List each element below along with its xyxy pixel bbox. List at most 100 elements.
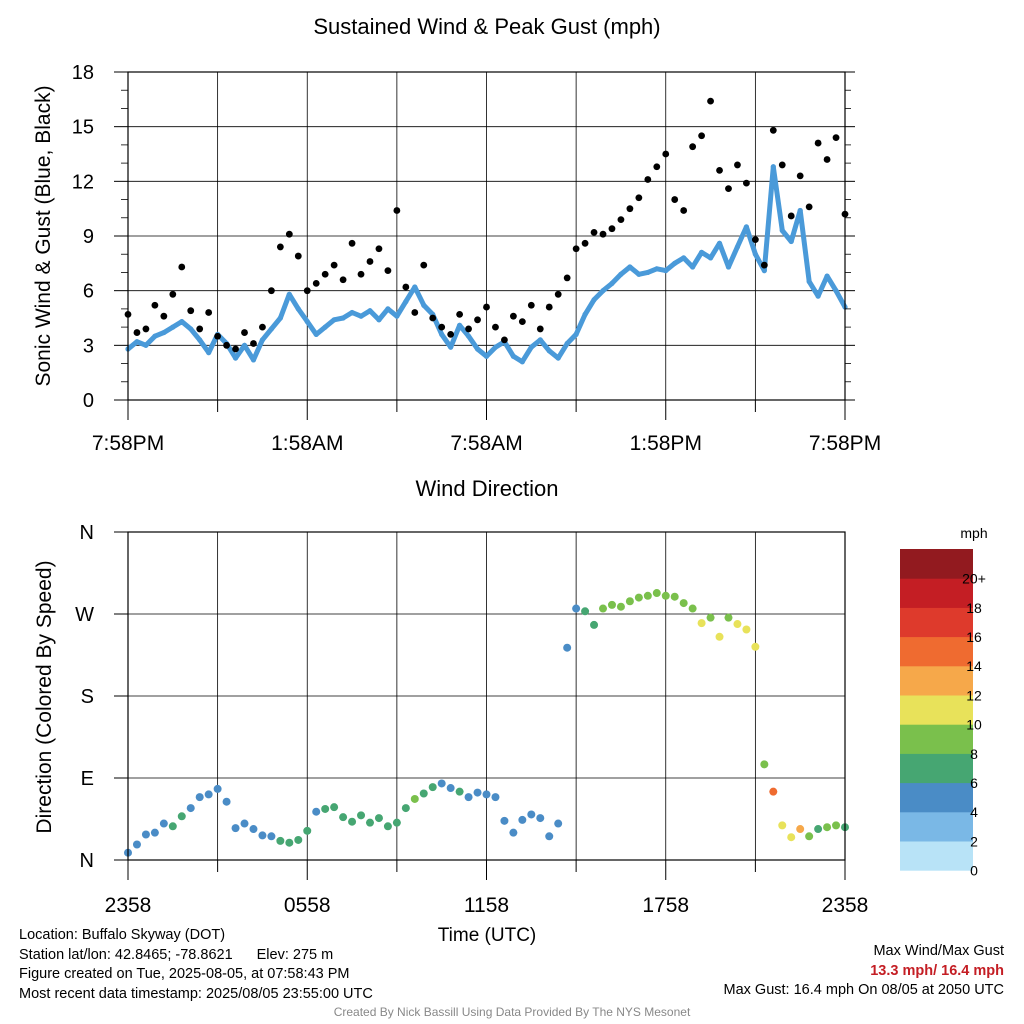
- sustained-wind-point: [519, 359, 525, 365]
- peak-gust-point: [339, 276, 347, 284]
- sustained-wind-point: [295, 306, 301, 312]
- sustained-wind-point: [510, 353, 516, 359]
- sustained-wind-point: [788, 238, 794, 245]
- peak-gust-point: [796, 172, 804, 180]
- sustained-wind-point: [779, 227, 785, 234]
- peak-gust-point: [572, 245, 580, 253]
- wind-direction-point: [401, 804, 410, 813]
- wind-gust-y-ticks: 0 3 6 9 12 15 18: [72, 62, 855, 412]
- wind-direction-point: [518, 815, 527, 824]
- sustained-wind-point: [367, 308, 373, 314]
- sustained-wind-point: [412, 284, 418, 290]
- wind-direction-point: [625, 597, 634, 606]
- sustained-wind-point: [483, 353, 490, 359]
- sustained-wind-point: [394, 313, 400, 319]
- peak-gust-point: [169, 290, 177, 298]
- peak-gust-point: [178, 263, 186, 271]
- wind-direction-point: [563, 643, 572, 652]
- sustained-wind-point: [322, 324, 328, 330]
- wind-direction-point: [339, 813, 348, 822]
- peak-gust-point: [160, 312, 168, 320]
- figure-created: Figure created on Tue, 2025-08-05, at 07…: [19, 966, 350, 982]
- wind-direction-point: [249, 825, 258, 834]
- peak-gust-point: [196, 325, 204, 333]
- wind-direction-point: [258, 831, 267, 840]
- wind-direction-point: [132, 840, 141, 849]
- sustained-wind-point: [815, 293, 821, 299]
- sustained-wind-point: [331, 317, 337, 323]
- sustained-wind-point: [645, 269, 651, 276]
- wind-direction-point: [599, 604, 608, 613]
- bottom-xtick-label: 2358: [105, 894, 152, 917]
- wind-direction-point: [365, 818, 374, 827]
- sustained-wind-point: [537, 337, 543, 343]
- wind-direction-point: [383, 822, 392, 831]
- peak-gust-point: [527, 301, 535, 309]
- wind-direction-point: [616, 602, 625, 611]
- wind-direction-point: [554, 819, 563, 828]
- peak-gust-point: [626, 205, 634, 213]
- peak-gust-point: [205, 309, 213, 316]
- sustained-wind-point: [340, 315, 346, 321]
- peak-gust-point: [545, 303, 553, 311]
- peak-gust-point: [268, 287, 275, 295]
- peak-gust-point: [276, 243, 284, 251]
- colorbar-label: 4: [970, 804, 978, 820]
- peak-gust-point: [357, 270, 365, 278]
- peak-gust-point: [456, 310, 464, 318]
- peak-gust-point: [644, 176, 652, 183]
- sustained-wind-point: [457, 322, 463, 328]
- peak-gust-point: [465, 325, 472, 333]
- peak-gust-point: [285, 230, 293, 238]
- sustained-wind-point: [376, 317, 382, 323]
- colorbar-label: 6: [970, 775, 978, 791]
- sustained-wind-point: [143, 342, 149, 348]
- colorbar-swatch: [900, 607, 973, 638]
- peak-gust-point: [716, 167, 723, 174]
- wind-direction-point: [213, 784, 222, 793]
- colorbar-label: 16: [966, 629, 982, 645]
- sustained-wind-point: [206, 350, 212, 356]
- wind-direction-point: [814, 825, 823, 834]
- wind-direction-point: [607, 600, 616, 609]
- peak-gust-point: [250, 340, 257, 347]
- recent-timestamp: Most recent data timestamp: 2025/08/05 2…: [19, 985, 373, 1002]
- top-ytick-label: 9: [83, 226, 94, 248]
- sustained-wind-point: [349, 309, 355, 316]
- wind-direction-title: Wind Direction: [415, 476, 558, 501]
- max-title: Max Wind/Max Gust: [873, 943, 1004, 959]
- wind-direction-point: [357, 811, 366, 820]
- wind-direction-point: [186, 804, 195, 813]
- wind-direction-point: [348, 817, 357, 826]
- sustained-wind-point: [241, 342, 248, 348]
- sustained-wind-point: [277, 315, 283, 321]
- wind-direction-point: [392, 818, 401, 827]
- sustained-wind-point: [313, 331, 319, 337]
- peak-gust-point: [581, 239, 589, 247]
- peak-gust-point: [725, 185, 732, 193]
- sustained-wind-point: [492, 344, 499, 350]
- wind-direction-point: [240, 819, 249, 828]
- sustained-wind-point: [833, 288, 839, 294]
- wind-direction-point: [769, 787, 778, 796]
- wind-direction-point: [177, 812, 186, 821]
- wind-direction-point: [751, 642, 760, 651]
- colorbar-swatch: [900, 549, 973, 579]
- peak-gust-point: [662, 150, 670, 158]
- wind-direction-ylabel: Direction (Colored By Speed): [33, 560, 56, 833]
- peak-gust-point: [474, 316, 481, 324]
- peak-gust-point: [536, 325, 544, 333]
- sustained-wind-point: [439, 331, 445, 337]
- sustained-wind-point: [465, 333, 472, 339]
- peak-gust-point: [617, 216, 625, 224]
- wind-gust-x-ticks: 7:58PM 1:58AM 7:58AM 1:58PM 7:58PM: [92, 400, 881, 455]
- sustained-wind-point: [250, 357, 257, 363]
- sustained-wind-point: [618, 271, 624, 277]
- peak-gust-point: [420, 261, 428, 269]
- peak-gust-point: [330, 261, 338, 269]
- sustained-wind-point: [824, 273, 830, 279]
- peak-gust-point: [241, 329, 248, 336]
- peak-gust-point: [294, 252, 302, 260]
- station-elevation: Elev: 275 m: [256, 946, 334, 963]
- wind-direction-point: [141, 830, 150, 839]
